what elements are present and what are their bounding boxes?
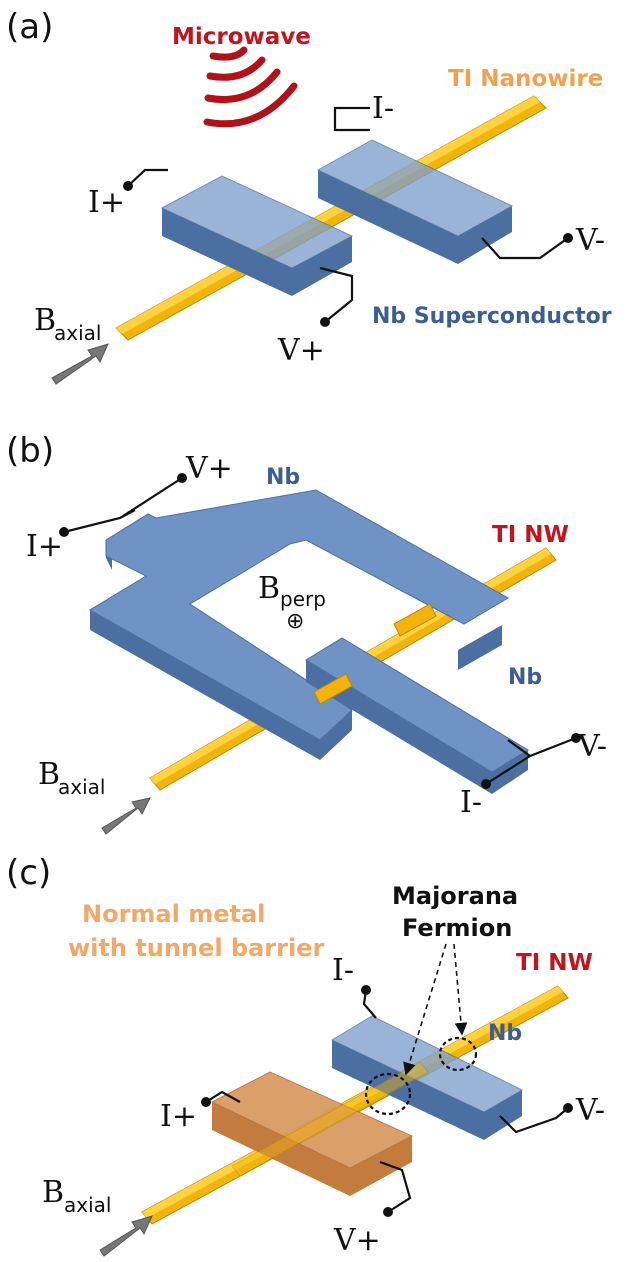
terminal-dot: [383, 1207, 393, 1217]
i-minus-label-c: I-: [332, 953, 354, 988]
normal-metal-label-line1: Normal metal: [82, 900, 265, 928]
panel-b-label: (b): [6, 431, 54, 471]
b-perp-main: B: [258, 571, 280, 606]
panel-c: (c) Majorana Fermion Normal metal with t…: [6, 853, 605, 1258]
v-plus-label-c: V+: [333, 1223, 381, 1258]
nanowire-label-a: TI Nanowire: [448, 66, 603, 92]
normal-metal-label-line2: with tunnel barrier: [68, 934, 324, 962]
leads-c: [201, 985, 573, 1217]
microwave-label: Microwave: [172, 24, 311, 50]
normal-metal-electrode-c: [210, 1071, 414, 1196]
leads-b: [59, 473, 581, 789]
v-plus-label-b: V+: [185, 451, 233, 486]
majorana-site-circle-icon: [364, 1072, 412, 1116]
nb-label-top-b: Nb: [266, 465, 300, 490]
microwave-waves-icon: [203, 46, 298, 128]
majorana-label-line1: Majorana: [392, 882, 518, 910]
nb-electrode-c: [330, 1015, 524, 1140]
terminal-dot: [563, 1103, 573, 1113]
nb-electrode-left-a: [160, 175, 354, 296]
terminal-dot: [320, 317, 330, 327]
field-into-page-icon: ⊕: [286, 609, 304, 634]
b-perp-sub: perp: [280, 587, 326, 611]
panel-b: (b): [6, 431, 607, 835]
majorana-pointer-arrow-icon: [453, 943, 468, 1036]
majorana-pointer-arrow-icon: [403, 943, 447, 1076]
terminal-dot: [201, 1097, 211, 1107]
majorana-site-circle-icon: [438, 1036, 478, 1072]
nanowire-gap-segment: [313, 673, 353, 705]
terminal-dot: [481, 779, 491, 789]
terminal-dot: [177, 473, 187, 483]
terminal-dot: [563, 233, 573, 243]
nb-upper-structure-b: [89, 489, 510, 760]
nb-lower-bar-b: [305, 637, 529, 794]
terminal-dot: [571, 733, 581, 743]
v-plus-label-a: V+: [277, 333, 325, 368]
terminal-dot: [361, 985, 371, 995]
nanowire-gap-segment: [393, 603, 437, 637]
nb-label-bottom-b: Nb: [508, 665, 542, 690]
panel-c-label: (c): [6, 853, 51, 893]
superconductor-label-a: Nb Superconductor: [372, 304, 612, 329]
nanowire-label-c: TI NW: [516, 950, 593, 976]
terminal-dot: [123, 181, 133, 191]
b-axial-sub-a: axial: [54, 321, 101, 345]
nanowire-overlap: [231, 1061, 429, 1177]
b-axial-sub-b: axial: [58, 775, 105, 799]
b-axial-arrow-icon: [101, 797, 151, 835]
terminal-dot: [59, 527, 69, 537]
v-minus-label-a: V-: [575, 223, 605, 258]
i-plus-label-b: I+: [26, 529, 63, 564]
leads-a: [123, 106, 573, 327]
b-axial-arrow-icon: [99, 1215, 153, 1257]
b-axial-main-c: B: [42, 1175, 64, 1210]
b-axial-main-b: B: [38, 757, 60, 792]
i-plus-label-c: I+: [160, 1099, 197, 1134]
i-plus-label-a: I+: [88, 185, 125, 220]
i-minus-label-b: I-: [460, 785, 482, 820]
v-minus-label-c: V-: [575, 1093, 605, 1128]
panel-a-label: (a): [6, 7, 53, 47]
majorana-label-line2: Fermion: [402, 914, 512, 942]
nanowire-label-b: TI NW: [492, 522, 569, 548]
b-axial-sub-c: axial: [64, 1193, 111, 1217]
b-axial-arrow-icon: [51, 343, 109, 385]
i-minus-label-a: I-: [372, 91, 394, 126]
nb-label-c: Nb: [488, 1021, 522, 1046]
panel-a: (a) Microwave TI Nanowire: [6, 7, 612, 385]
v-minus-label-b: V-: [577, 729, 607, 764]
b-axial-main-a: B: [34, 303, 56, 338]
nb-electrode-right-a: [316, 139, 514, 264]
